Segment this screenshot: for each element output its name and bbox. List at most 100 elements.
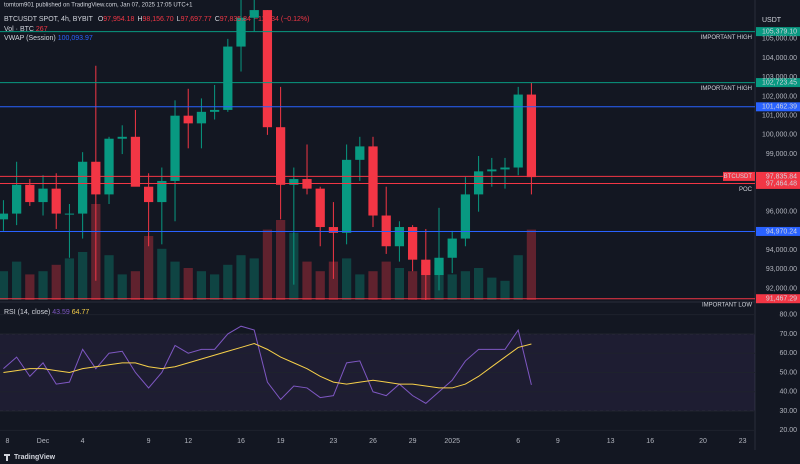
rsi-title: RSI (14, close) (4, 309, 50, 316)
volume-bar (302, 261, 312, 300)
level-label-box (756, 102, 800, 112)
level-note: IMPORTANT HIGH (701, 86, 752, 92)
currency: USDT (762, 17, 782, 24)
candle-body (473, 171, 484, 195)
x-tick-label: 23 (330, 438, 338, 445)
candle-body (341, 159, 352, 233)
y-tick-label: 104,000.00 (762, 55, 797, 62)
vwap-value: 100,093.97 (58, 35, 93, 42)
rsi-tick-label: 50.00 (779, 369, 797, 376)
x-tick-label: 9 (147, 438, 151, 445)
rsi-tick-label: 70.00 (779, 331, 797, 338)
level-label: 101,462.39 (762, 104, 797, 111)
volume-bar (12, 261, 22, 300)
candle-body (381, 215, 391, 247)
volume-bar (104, 255, 114, 300)
level-note: POC (739, 187, 753, 193)
publisher: tomtom901 published on TradingView.com, … (4, 3, 193, 9)
x-tick-label: 16 (646, 438, 654, 445)
y-tick-label: 93,000.00 (766, 266, 797, 273)
y-tick-label: 105,000.00 (762, 36, 797, 43)
y-tick-label: 96,000.00 (766, 209, 797, 216)
level-label: 97,835.84 (766, 173, 797, 180)
volume-bar (144, 236, 154, 300)
candle-body (104, 138, 114, 195)
candle-body (434, 257, 444, 276)
x-tick-label: 29 (409, 438, 417, 445)
candle-body (0, 213, 9, 220)
candle-body (526, 94, 537, 178)
symbol: BTCUSDT SPOT, 4h, BYBIT (4, 16, 94, 23)
y-tick-label: 103,000.00 (762, 74, 797, 81)
volume-bar (196, 271, 207, 300)
candle-body (407, 227, 418, 260)
level-label-box (756, 171, 800, 181)
x-tick-label: Dec (37, 438, 50, 445)
ohlc-change: −118.34 (−0.12%) (254, 16, 310, 23)
candle-body (25, 184, 35, 203)
brand: TradingView (14, 454, 56, 461)
candle-body (91, 161, 101, 195)
x-tick-label: 6 (516, 438, 520, 445)
candle-body (117, 136, 127, 139)
volume-bar (355, 274, 365, 300)
candle-body (170, 115, 180, 181)
level-label-box (756, 226, 800, 236)
rsi-legend: RSI (14, close) 43.59 64.77 (4, 309, 89, 316)
x-tick-label: 16 (237, 438, 245, 445)
volume-bar (117, 274, 127, 300)
volume-bar (328, 261, 339, 300)
ohlc-key: O (98, 16, 104, 23)
volume-bar (78, 252, 88, 300)
level-note: IMPORTANT LOW (702, 302, 752, 308)
candle-body (183, 115, 193, 124)
x-tick-label: 20 (699, 438, 707, 445)
x-tick-label: 2025 (444, 438, 460, 445)
level-label: 97,464.48 (766, 180, 797, 187)
candle-body (38, 188, 48, 203)
level-label-box (756, 179, 800, 189)
candle-body (275, 127, 286, 185)
brand-logo (4, 454, 10, 461)
candle-body (421, 259, 431, 276)
rsi-last: 43.59 (52, 309, 70, 316)
legend-symbol: BTCUSDT SPOT, 4h, BYBIT O97,954.18 H98,156… (4, 16, 309, 23)
volume-bar (487, 277, 497, 300)
candle-body (210, 109, 220, 112)
volume-bar (157, 248, 167, 300)
candle-body (78, 161, 88, 214)
y-tick-label: 94,000.00 (766, 247, 797, 254)
y-tick-label: 101,000.00 (762, 113, 797, 120)
y-tick-label: 102,000.00 (762, 93, 797, 100)
candle-body (487, 169, 497, 172)
volume-bar (236, 255, 246, 300)
candle-body (12, 184, 22, 214)
level-label-box (756, 294, 800, 304)
volume-bar (170, 261, 180, 300)
candle-body (394, 227, 405, 247)
candle-body (249, 10, 259, 18)
x-tick-label: 26 (369, 438, 377, 445)
y-tick-label: 92,000.00 (766, 285, 797, 292)
volume-bar (341, 258, 352, 300)
ohlc-key: H (137, 16, 142, 23)
y-tick-label: 99,000.00 (766, 151, 797, 158)
volume-bar (64, 258, 75, 300)
volume-bar (500, 280, 510, 300)
rsi-tick-label: 20.00 (779, 427, 797, 434)
candle-body (328, 227, 339, 233)
volume-bar (513, 255, 523, 300)
candle-body (315, 188, 325, 228)
volume-bar (249, 258, 259, 300)
rsi-ma-line (3, 343, 532, 389)
rsi-tick-label: 60.00 (779, 350, 797, 357)
volume-value: 267 (36, 26, 48, 33)
ohlc-value: 98,156.70 (143, 16, 174, 23)
legend-vwap: VWAP (Session) 100,093.97 (4, 35, 93, 42)
price-axis-bg (755, 0, 800, 450)
rsi-tick-label: 80.00 (779, 311, 797, 318)
volume-bar (130, 271, 141, 300)
level-label: 102,723.45 (762, 79, 797, 86)
candle-body (289, 179, 299, 185)
